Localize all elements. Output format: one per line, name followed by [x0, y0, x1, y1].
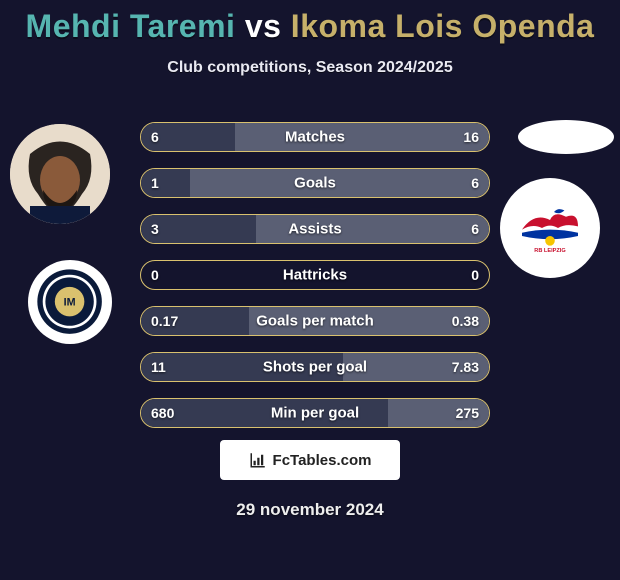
stat-row: 3 6 Assists — [140, 214, 490, 244]
date-label: 29 november 2024 — [236, 500, 383, 520]
svg-text:IM: IM — [64, 297, 76, 309]
stat-row: 1 6 Goals — [140, 168, 490, 198]
stat-value-left: 0 — [151, 267, 159, 283]
bar-fill-left — [141, 169, 190, 197]
stat-row: 0 0 Hattricks — [140, 260, 490, 290]
vs-label: vs — [245, 8, 282, 44]
player2-photo — [518, 120, 614, 154]
stat-label: Goals per match — [256, 313, 374, 330]
stat-row: 0.17 0.38 Goals per match — [140, 306, 490, 336]
comparison-title: Mehdi Taremi vs Ikoma Lois Openda — [0, 8, 620, 45]
stat-label: Goals — [294, 175, 336, 192]
stat-value-right: 275 — [456, 405, 479, 421]
bar-fill-right — [190, 169, 489, 197]
stat-value-left: 680 — [151, 405, 174, 421]
stat-value-right: 6 — [471, 175, 479, 191]
stat-value-left: 0.17 — [151, 313, 178, 329]
club2-badge: RB LEIPZIG — [500, 178, 600, 278]
stats-bars: 616Matches16Goals36Assists00Hattricks0.1… — [140, 122, 490, 444]
stat-label: Shots per goal — [263, 359, 367, 376]
stat-value-right: 7.83 — [452, 359, 479, 375]
stat-label: Min per goal — [271, 405, 359, 422]
stat-label: Matches — [285, 129, 345, 146]
stat-value-left: 6 — [151, 129, 159, 145]
header: Mehdi Taremi vs Ikoma Lois Openda Club c… — [0, 0, 620, 77]
chart-icon — [249, 451, 267, 469]
stat-value-right: 16 — [463, 129, 479, 145]
stat-label: Hattricks — [283, 267, 347, 284]
subtitle: Club competitions, Season 2024/2025 — [0, 59, 620, 77]
stat-label: Assists — [288, 221, 341, 238]
club1-badge: IM — [28, 260, 112, 344]
stat-value-right: 6 — [471, 221, 479, 237]
stat-value-left: 11 — [151, 359, 166, 375]
stat-value-left: 1 — [151, 175, 159, 191]
site-badge: FcTables.com — [220, 440, 400, 480]
stat-row: 11 7.83 Shots per goal — [140, 352, 490, 382]
stat-row: 6 16 Matches — [140, 122, 490, 152]
stat-row: 680 275 Min per goal — [140, 398, 490, 428]
player2-name: Ikoma Lois Openda — [291, 8, 595, 44]
bar-fill-right — [235, 123, 489, 151]
stat-value-right: 0 — [471, 267, 479, 283]
stat-value-left: 3 — [151, 221, 159, 237]
svg-text:RB LEIPZIG: RB LEIPZIG — [534, 248, 565, 254]
site-name: FcTables.com — [273, 452, 372, 469]
player1-photo — [10, 124, 110, 224]
stat-value-right: 0.38 — [452, 313, 479, 329]
player1-name: Mehdi Taremi — [26, 8, 236, 44]
